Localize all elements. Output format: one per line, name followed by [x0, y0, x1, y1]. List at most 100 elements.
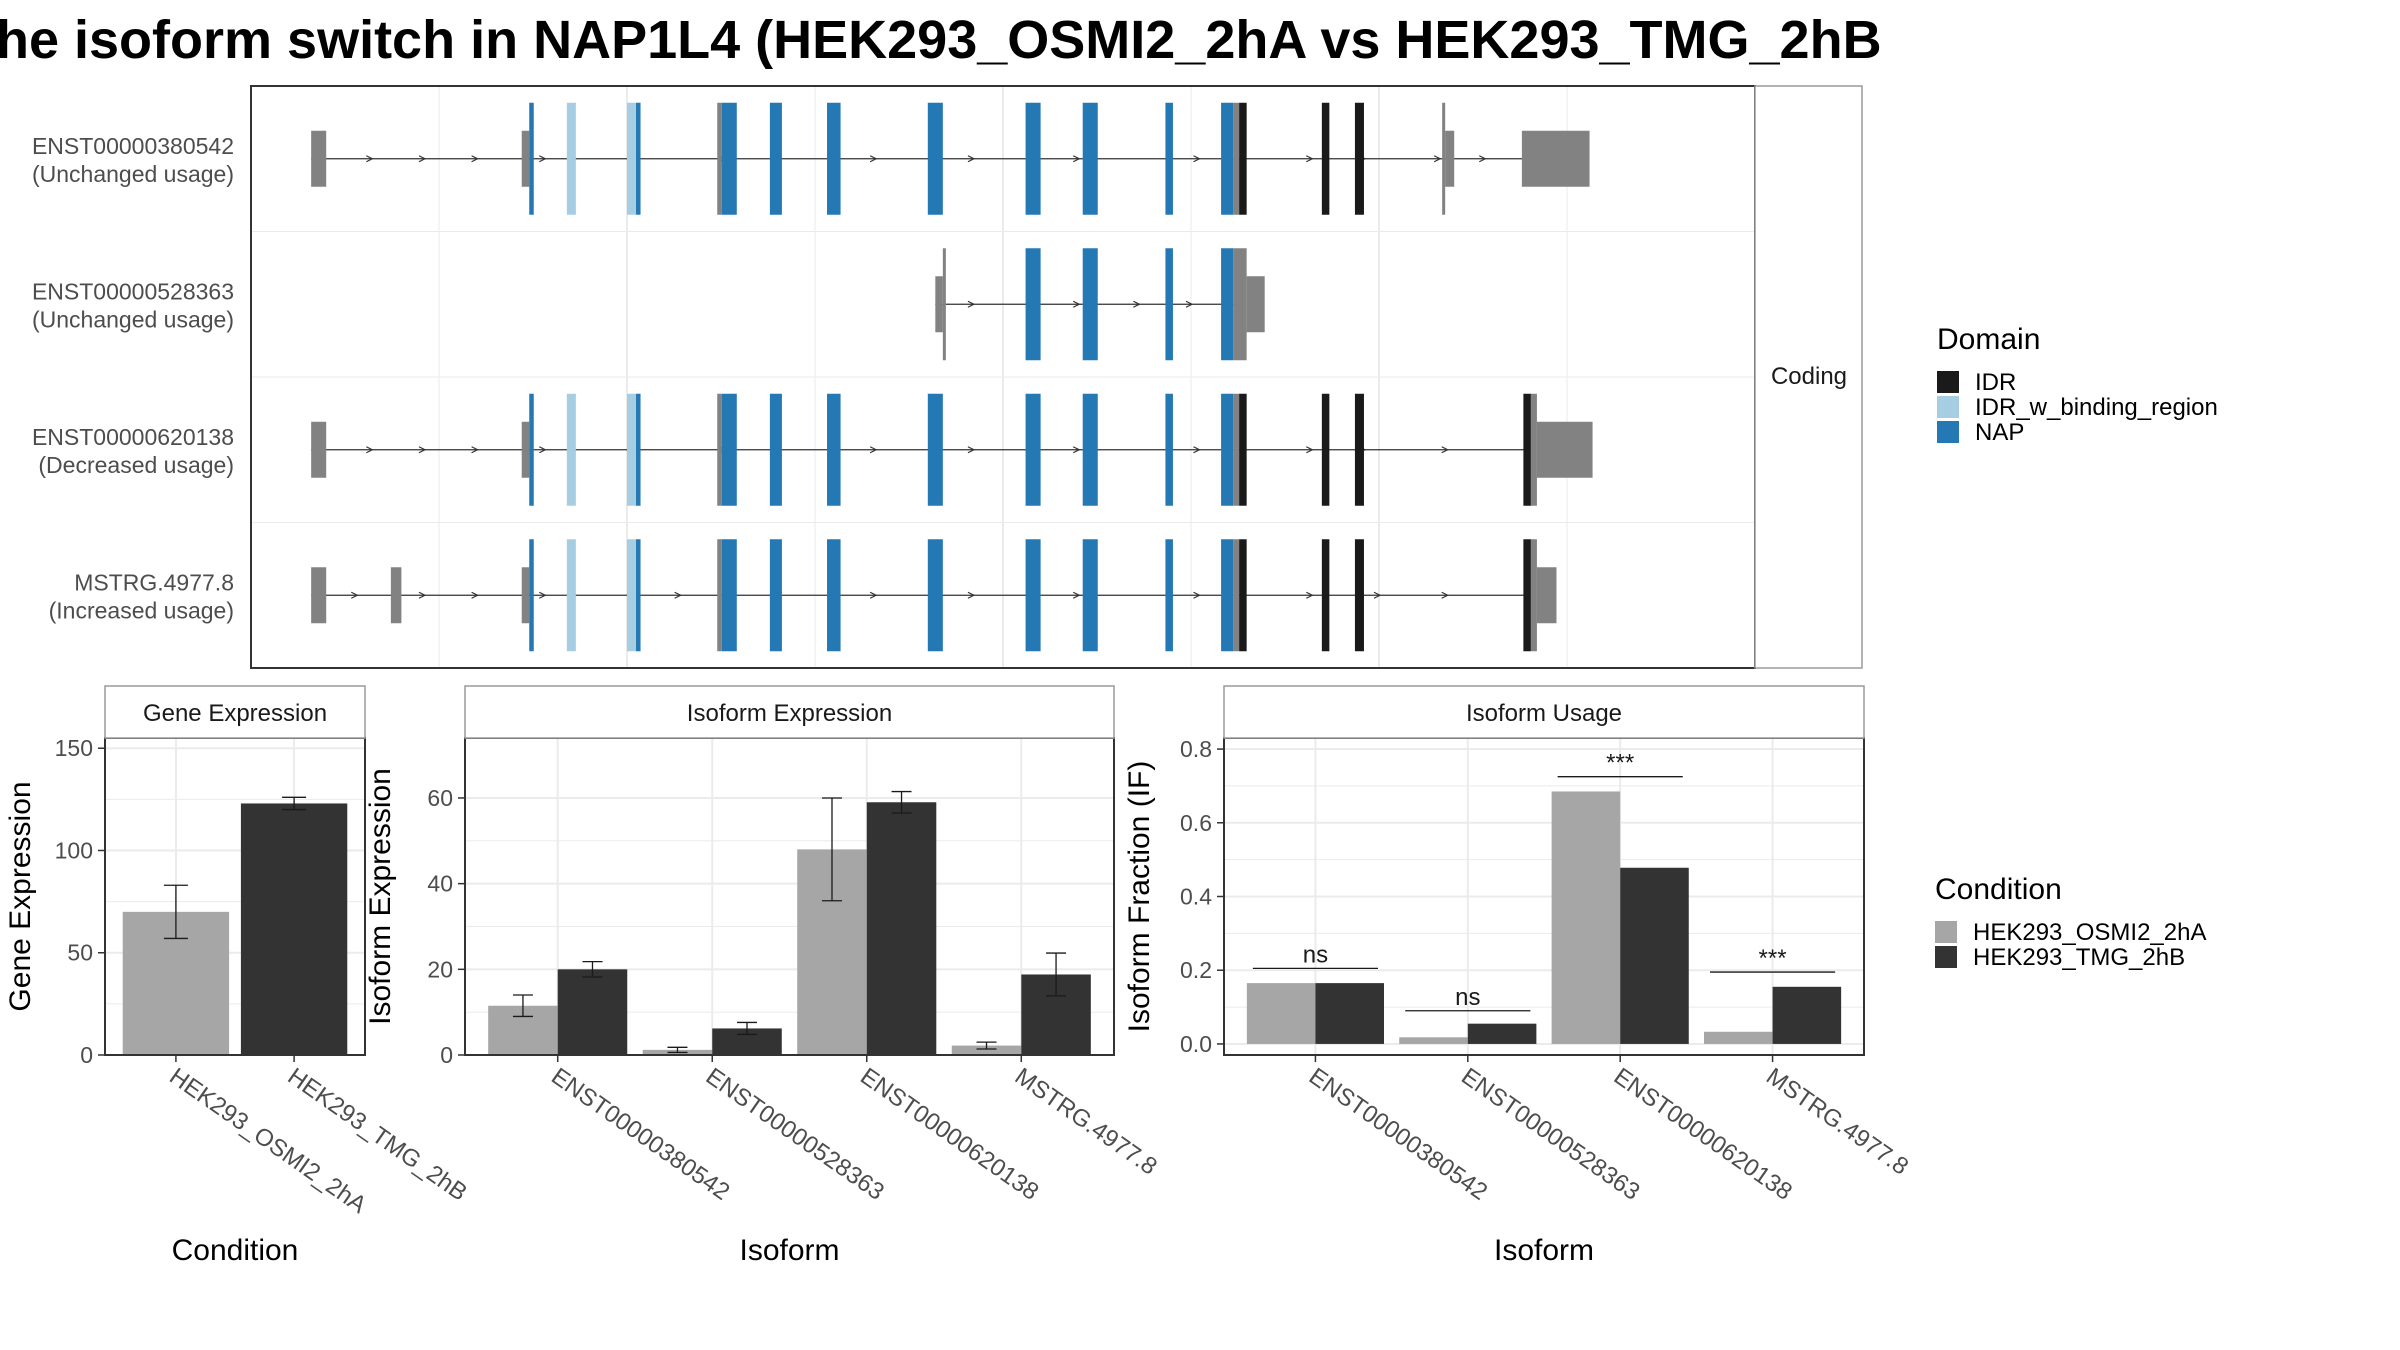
direction-arrow — [418, 446, 427, 454]
exon-block — [311, 567, 327, 624]
direction-arrow — [869, 591, 878, 599]
panel-strip — [464, 685, 1115, 739]
exon-block — [721, 539, 737, 652]
bar — [1246, 983, 1316, 1044]
direction-arrow — [471, 591, 479, 599]
direction-arrow — [1479, 155, 1487, 163]
direction-arrow — [967, 446, 976, 454]
exon-block — [627, 102, 637, 215]
transcript-id-label: ENST00000380542 — [32, 133, 234, 159]
direction-arrow — [471, 446, 479, 454]
direction-arrow — [418, 155, 427, 163]
transcript-usage-label: (Unchanged usage) — [32, 306, 234, 332]
y-tick-label: 150 — [55, 735, 93, 761]
exon-block — [1082, 539, 1098, 652]
exon-block — [935, 276, 943, 333]
exon-block — [1221, 539, 1234, 652]
direction-arrow — [1193, 155, 1201, 163]
y-tick-label: 50 — [67, 940, 93, 966]
y-tick-label: 0 — [440, 1042, 453, 1068]
significance-label: ns — [1455, 984, 1480, 1011]
x-tick-label: HEK293_OSMI2_2hA — [164, 1063, 371, 1219]
legend-swatch — [1937, 421, 1959, 443]
exon-block — [927, 393, 943, 506]
exon-block — [1221, 248, 1234, 361]
exon-block — [717, 393, 722, 506]
y-axis-title: Gene Expression — [4, 781, 37, 1011]
exon-block — [1221, 102, 1234, 215]
direction-arrow — [366, 446, 374, 454]
direction-arrow — [1441, 446, 1450, 454]
x-tick-label: MSTRG.4977.8 — [1761, 1063, 1913, 1181]
exon-block — [521, 421, 530, 478]
direction-arrow — [1306, 446, 1314, 454]
x-axis-title: Isoform — [739, 1234, 839, 1267]
y-tick-label: 20 — [427, 956, 453, 982]
direction-arrow — [351, 591, 359, 599]
exon-block — [769, 393, 782, 506]
direction-arrow — [471, 155, 479, 163]
y-tick-label: 0.8 — [1180, 736, 1212, 762]
direction-arrow — [1072, 591, 1081, 599]
facet-strip — [1754, 85, 1863, 669]
direction-arrow — [674, 591, 682, 599]
legend-item-label: IDR — [1975, 369, 2016, 396]
exon-block — [1233, 393, 1240, 506]
y-axis-title: Isoform Expression — [364, 768, 397, 1025]
transcript-usage-label: (Increased usage) — [49, 597, 234, 623]
bar — [1551, 791, 1621, 1044]
exon-block — [1239, 539, 1247, 652]
exon-block — [769, 102, 782, 215]
bar — [240, 803, 348, 1055]
exon-block — [827, 539, 841, 652]
exon-block — [636, 539, 641, 652]
transcript-row — [311, 539, 1557, 652]
exon-block — [1523, 539, 1531, 652]
transcript-id-label: ENST00000620138 — [32, 424, 234, 450]
exon-block — [529, 102, 534, 215]
transcript-id-label: ENST00000528363 — [32, 278, 234, 304]
panel-strip — [1223, 685, 1865, 739]
bar — [1704, 1031, 1773, 1044]
direction-arrow — [1193, 591, 1201, 599]
bar — [1772, 986, 1842, 1044]
exon-block — [566, 393, 576, 506]
exon-block — [1536, 421, 1593, 478]
legend-swatch — [1935, 946, 1957, 968]
exon-block — [1354, 102, 1364, 215]
bar — [1399, 1037, 1468, 1044]
exon-block — [311, 421, 327, 478]
exon-block — [1239, 102, 1247, 215]
exon-block — [1523, 393, 1531, 506]
legend-swatch — [1937, 396, 1959, 418]
direction-arrow — [1193, 446, 1201, 454]
bar — [1620, 867, 1689, 1044]
legend-item-label: HEK293_TMG_2hB — [1973, 944, 2185, 971]
exon-block — [1530, 393, 1537, 506]
exon-block — [1246, 276, 1265, 333]
exon-block — [1233, 539, 1240, 652]
exon-block — [1321, 539, 1330, 652]
exon-block — [1233, 102, 1240, 215]
x-axis-title: Condition — [172, 1234, 299, 1267]
exon-block — [311, 130, 327, 187]
exon-block — [1082, 393, 1098, 506]
panel-strip-label: Isoform Expression — [687, 700, 892, 727]
bar — [951, 1045, 1022, 1055]
exon-block — [942, 248, 946, 361]
exon-block — [1082, 248, 1098, 361]
direction-arrow — [1306, 591, 1314, 599]
figure-title: he isoform switch in NAP1L4 (HEK293_OSMI… — [0, 10, 1882, 70]
transcript-usage-label: (Unchanged usage) — [32, 161, 234, 187]
direction-arrow — [1072, 155, 1081, 163]
direction-arrow — [869, 155, 878, 163]
exon-block — [827, 102, 841, 215]
direction-arrow — [539, 155, 547, 163]
exon-block — [1442, 102, 1446, 215]
transcript-row — [935, 248, 1265, 361]
exon-block — [927, 539, 943, 652]
